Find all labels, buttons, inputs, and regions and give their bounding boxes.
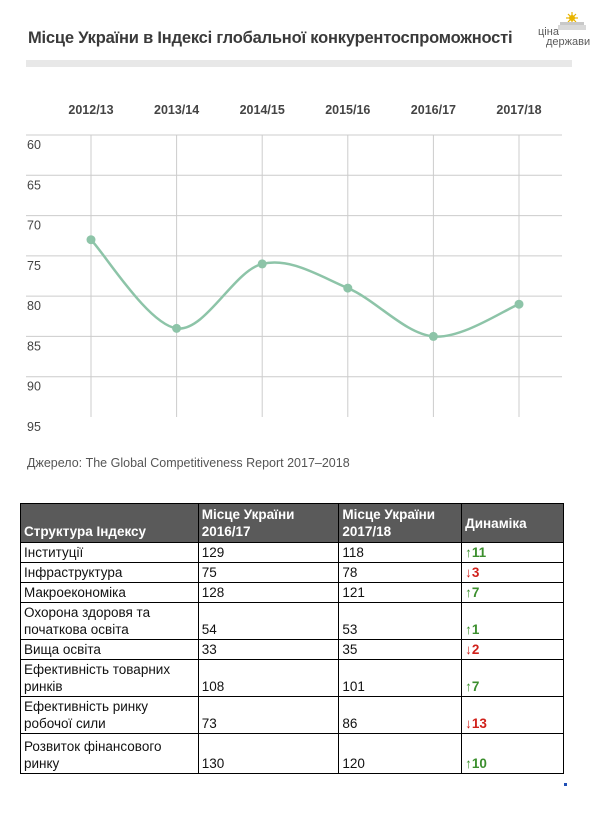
title-underline (26, 60, 572, 67)
table-row: Охорона здоровя та початкова освіта 54 53 ↑… (20, 602, 564, 640)
row-rank-2017-18-cell: 121 (338, 582, 463, 603)
line-chart: 2012/13 2013/14 2014/15 2015/16 2016/17 2017/… (26, 103, 562, 434)
table-row: Розвиток фінансового ринку 130 120 ↑10 (20, 733, 564, 774)
row-rank-2016-17-cell: 54 (197, 602, 340, 640)
y-tick-label: 60 (27, 138, 41, 152)
logo: ціна держави (528, 10, 592, 48)
series-line (90, 238, 520, 338)
y-tick-label: 75 (27, 259, 41, 273)
row-rank-2016-17-cell: 33 (197, 639, 340, 660)
row-dynamics-cell: ↑7 (461, 659, 564, 697)
row-rank-2017-18-cell: 86 (338, 696, 463, 734)
row-rank-2016-17-cell: 130 (197, 733, 340, 774)
row-rank-2017-18-cell: 78 (338, 562, 463, 583)
row-name-cell: Розвиток фінансового ринку (20, 733, 199, 774)
logo-emblem-icon (558, 12, 586, 30)
row-rank-2016-17-cell: 75 (197, 562, 340, 583)
data-point-2017-18 (514, 299, 524, 309)
header-rank-2016-17: Місце України 2016/17 (197, 503, 340, 543)
x-tick-label: 2013/14 (154, 103, 199, 117)
index-structure-table: Структура Індексу Місце України 2016/17 … (20, 503, 564, 774)
row-dynamics-cell: ↓3 (461, 562, 564, 583)
data-point-2016-17 (428, 331, 438, 341)
row-rank-2017-18-cell: 101 (338, 659, 463, 697)
row-dynamics-cell: ↓2 (461, 639, 564, 660)
table-row: Інфраструктура 75 78 ↓3 (20, 562, 564, 583)
row-name-cell: Макроекономіка (20, 582, 199, 603)
row-dynamics-cell: ↑11 (461, 542, 564, 563)
table-header-row: Структура Індексу Місце України 2016/17 … (20, 503, 564, 543)
row-dynamics-cell: ↑7 (461, 582, 564, 603)
table-row: Макроекономіка 128 121 ↑7 (20, 582, 564, 603)
horizontal-gridlines (26, 134, 562, 378)
header-dynamics: Динаміка (461, 503, 564, 543)
y-tick-label: 70 (27, 219, 41, 233)
y-tick-label: 95 (27, 420, 41, 434)
row-name-cell: Інституції (20, 542, 199, 563)
row-dynamics-cell: ↑10 (461, 733, 564, 774)
logo-text-bottom: держави (546, 36, 591, 48)
row-rank-2016-17-cell: 108 (197, 659, 340, 697)
row-dynamics-cell: ↑1 (461, 602, 564, 640)
source-note: Джерело: The Global Competitiveness Repo… (27, 456, 350, 470)
y-axis-tick-labels: 60 65 70 75 80 85 90 95 (27, 138, 41, 434)
row-dynamics-cell: ↓13 (461, 696, 564, 734)
x-tick-label: 2015/16 (325, 103, 370, 117)
header-structure: Структура Індексу (20, 503, 199, 543)
row-name-cell: Ефективність ринку робочої сили (20, 696, 199, 734)
data-point-2014-15 (257, 259, 267, 269)
logo-text-top: ціна (538, 26, 559, 38)
row-rank-2017-18-cell: 118 (338, 542, 463, 563)
table-row: Ефективність ринку робочої сили 73 86 ↓13 (20, 696, 564, 734)
data-points (86, 235, 524, 341)
row-name-cell: Вища освіта (20, 639, 199, 660)
x-tick-label: 2017/18 (496, 103, 541, 117)
data-point-2012-13 (86, 235, 96, 245)
x-tick-label: 2016/17 (411, 103, 456, 117)
table-row: Інституції 129 118 ↑11 (20, 542, 564, 563)
row-rank-2016-17-cell: 73 (197, 696, 340, 734)
row-name-cell: Інфраструктура (20, 562, 199, 583)
row-name-cell: Охорона здоровя та початкова освіта (20, 602, 199, 640)
data-point-2013-14 (172, 323, 182, 333)
x-axis-tick-labels: 2012/13 2013/14 2014/15 2015/16 2016/17 2017/… (68, 103, 541, 117)
row-rank-2017-18-cell: 35 (338, 639, 463, 660)
table-row: Вища освіта 33 35 ↓2 (20, 639, 564, 660)
row-name-cell: Ефективність товарних ринків (20, 659, 199, 697)
header-rank-2017-18: Місце України 2017/18 (338, 503, 463, 543)
table-corner-marker (564, 783, 567, 786)
page-title: Місце України в Індексі глобальної конку… (28, 29, 513, 47)
x-tick-label: 2012/13 (68, 103, 113, 117)
y-tick-label: 90 (27, 380, 41, 394)
row-rank-2017-18-cell: 53 (338, 602, 463, 640)
data-point-2015-16 (343, 283, 353, 293)
vertical-gridlines (90, 135, 520, 417)
row-rank-2017-18-cell: 120 (338, 733, 463, 774)
row-rank-2016-17-cell: 128 (197, 582, 340, 603)
y-tick-label: 65 (27, 178, 41, 192)
table-row: Ефективність товарних ринків 108 101 ↑7 (20, 659, 564, 697)
y-tick-label: 85 (27, 339, 41, 353)
x-tick-label: 2014/15 (240, 103, 285, 117)
row-rank-2016-17-cell: 129 (197, 542, 340, 563)
y-tick-label: 80 (27, 299, 41, 313)
